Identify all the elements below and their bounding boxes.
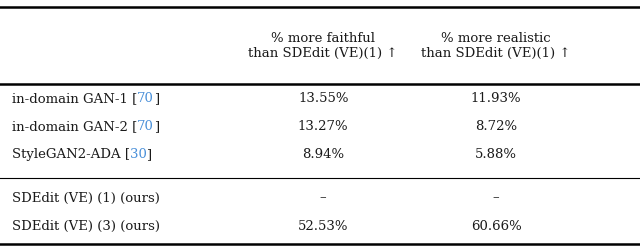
Text: 60.66%: 60.66% <box>470 220 522 233</box>
Text: 8.72%: 8.72% <box>475 120 517 133</box>
Text: 13.27%: 13.27% <box>298 120 349 133</box>
Text: –: – <box>320 192 326 204</box>
Text: 5.88%: 5.88% <box>475 149 517 161</box>
Text: 8.94%: 8.94% <box>302 149 344 161</box>
Text: 70: 70 <box>137 120 154 133</box>
Text: ]: ] <box>154 120 159 133</box>
Text: 13.55%: 13.55% <box>298 92 348 105</box>
Text: in-domain GAN-2 [: in-domain GAN-2 [ <box>12 120 137 133</box>
Text: 70: 70 <box>137 92 154 105</box>
Text: in-domain GAN-1 [: in-domain GAN-1 [ <box>12 92 137 105</box>
Text: % more realistic
than SDEdit (VE)(1) ↑: % more realistic than SDEdit (VE)(1) ↑ <box>421 31 571 60</box>
Text: 52.53%: 52.53% <box>298 220 348 233</box>
Text: 11.93%: 11.93% <box>470 92 522 105</box>
Text: % more faithful
than SDEdit (VE)(1) ↑: % more faithful than SDEdit (VE)(1) ↑ <box>248 31 398 60</box>
Text: StyleGAN2-ADA [: StyleGAN2-ADA [ <box>12 149 129 161</box>
Text: SDEdit (VE) (3) (ours): SDEdit (VE) (3) (ours) <box>12 220 159 233</box>
Text: 30: 30 <box>129 149 147 161</box>
Text: –: – <box>493 192 499 204</box>
Text: SDEdit (VE) (1) (ours): SDEdit (VE) (1) (ours) <box>12 192 159 204</box>
Text: ]: ] <box>154 92 159 105</box>
Text: ]: ] <box>147 149 152 161</box>
